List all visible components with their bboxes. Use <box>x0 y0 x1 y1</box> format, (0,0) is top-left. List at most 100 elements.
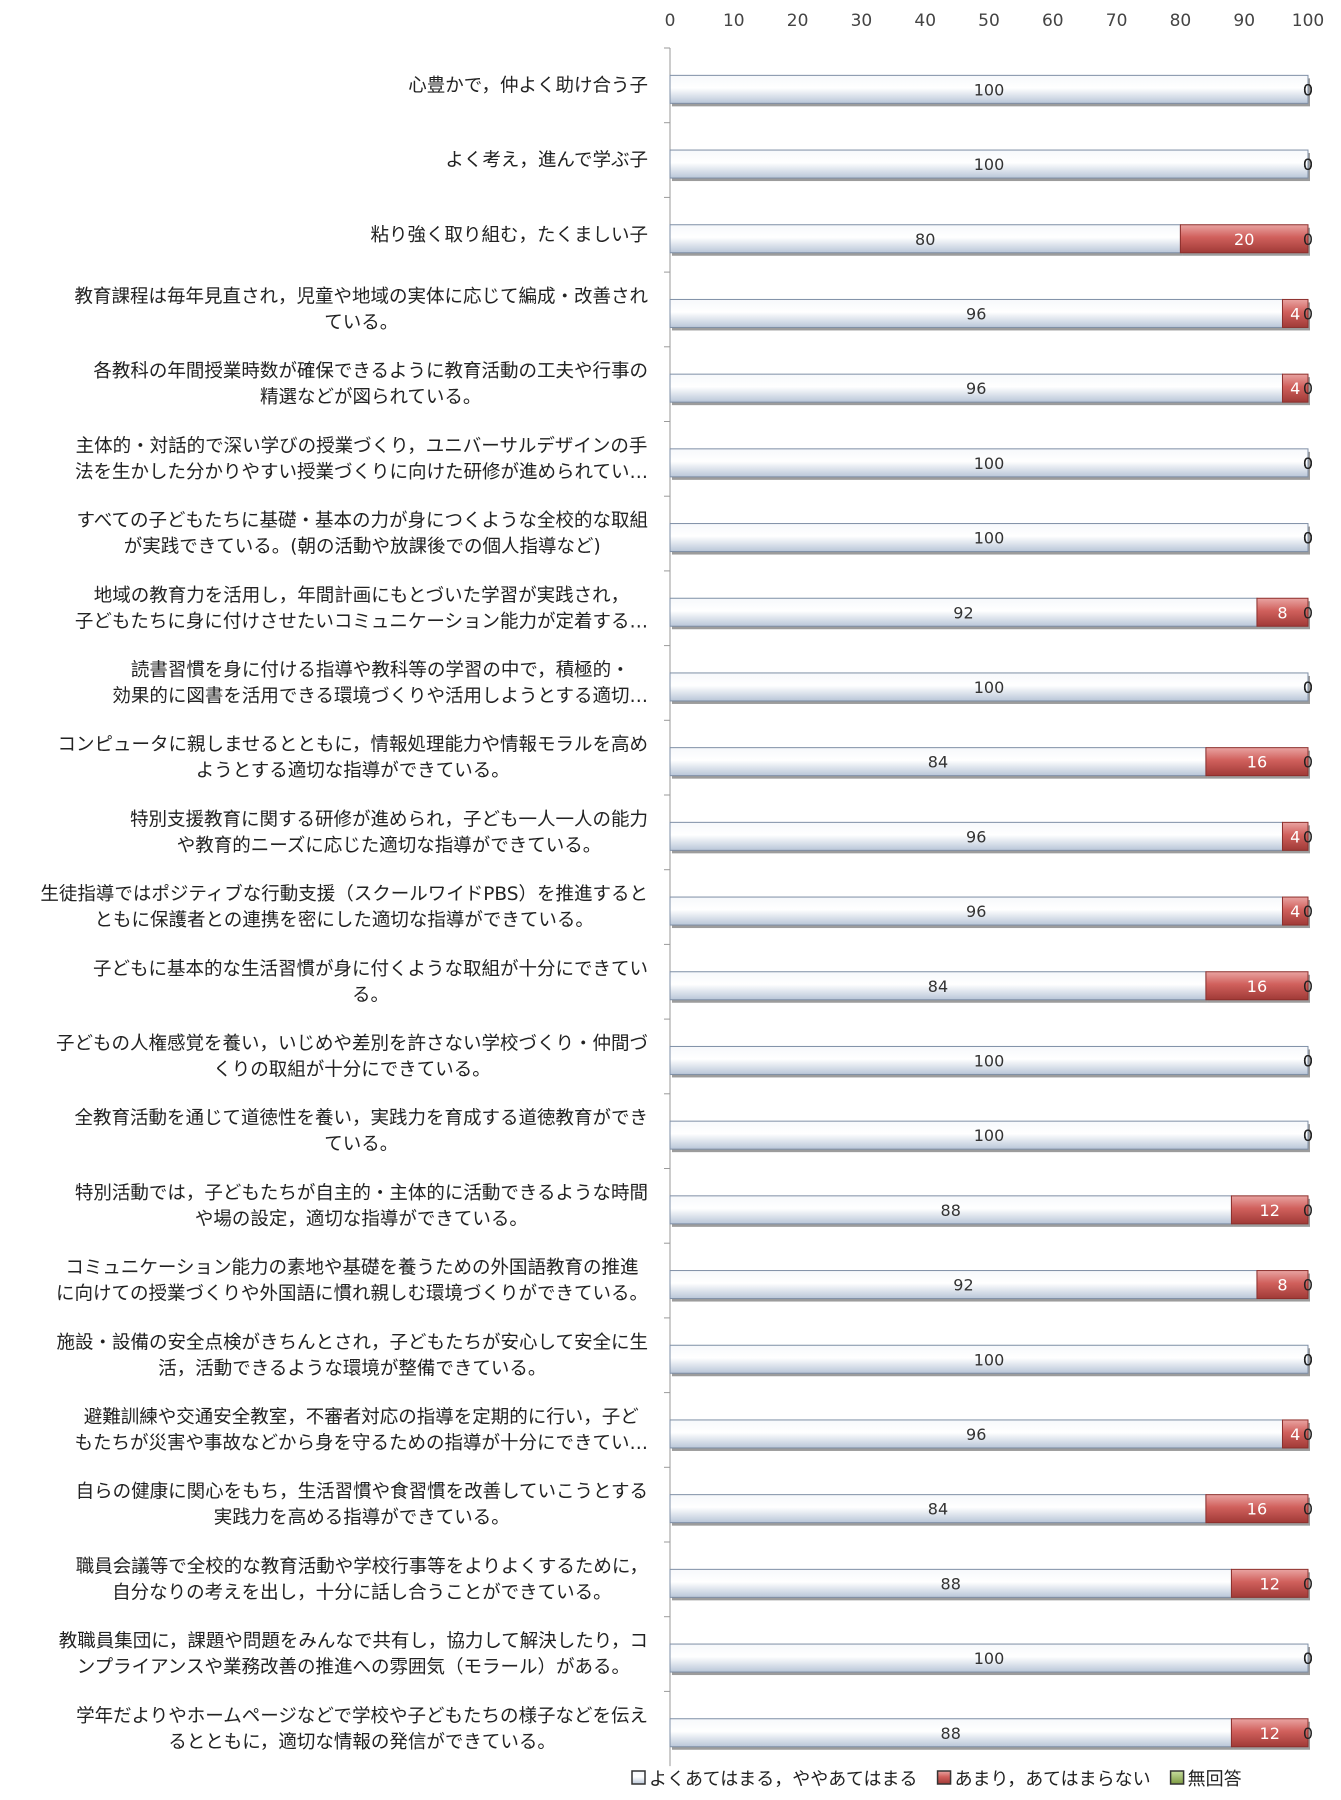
x-tick-label: 10 <box>723 11 745 31</box>
data-label-series-2: 0 <box>1303 80 1313 99</box>
category-label: 施設・設備の安全点検がきちんとされ，子どもたちが安心して安全に生活，活動できるよ… <box>57 1332 648 1379</box>
data-label-series-1: 0 <box>1303 1051 1313 1070</box>
category-label: 生徒指導ではポジティブな行動支援（スクールワイドPBS）を推進するとともに保護者… <box>40 883 648 931</box>
data-label-series-1: 4 <box>1290 827 1300 846</box>
data-label-series-2: 0 <box>1303 1724 1313 1743</box>
category-label: 粘り強く取り組む，たくましい子 <box>370 225 648 246</box>
bar-segment-series-0 <box>669 896 1283 926</box>
bar-segment-series-0 <box>669 74 1309 104</box>
data-label-series-0: 80 <box>915 230 935 249</box>
data-label-series-1: 0 <box>1303 80 1313 99</box>
x-tick-label: 30 <box>851 11 873 31</box>
bar-segment-series-1 <box>1281 821 1309 851</box>
data-label-series-0: 88 <box>941 1724 961 1743</box>
category-label: 主体的・対話的で深い学びの授業づくり，ユニバーサルデザインの手法を生かした分かり… <box>75 436 648 483</box>
bar-segment-series-0 <box>669 1045 1309 1075</box>
x-tick-label: 90 <box>1233 11 1255 31</box>
category-label: 学年だよりやホームページなどで学校や子どもたちの様子などを伝えるとともに，適切な… <box>76 1706 648 1753</box>
bar-segment-series-0 <box>669 224 1181 254</box>
data-label-series-1: 0 <box>1303 155 1313 174</box>
data-label-series-1: 16 <box>1247 753 1267 772</box>
category-label: よく考え，進んで学ぶ子 <box>445 150 648 171</box>
data-label-series-1: 0 <box>1303 1649 1313 1668</box>
data-label-series-0: 100 <box>974 1051 1005 1070</box>
data-label-series-2: 0 <box>1303 1500 1313 1519</box>
bar-segment-series-1 <box>1281 373 1309 403</box>
category-label: 自らの健康に関心をもち，生活習慣や食習慣を改善していこうとする実践力を高める指導… <box>76 1482 648 1529</box>
category-label: 全教育活動を通じて道徳性を養い，実践力を育成する道徳教育ができている。 <box>74 1108 648 1155</box>
data-label-series-1: 0 <box>1303 1350 1313 1369</box>
data-label-series-1: 0 <box>1303 678 1313 697</box>
bar-segment-series-0 <box>669 1718 1232 1748</box>
data-label-series-1: 12 <box>1260 1201 1280 1220</box>
bar-segment-series-0 <box>669 1270 1258 1300</box>
category-label: 子どもの人権感覚を養い，いじめや差別を許さない学校づくり・仲間づくりの取組が十分… <box>56 1033 648 1080</box>
data-label-series-2: 0 <box>1303 753 1313 772</box>
data-label-series-2: 0 <box>1303 1276 1313 1295</box>
data-label-series-2: 0 <box>1303 1574 1313 1593</box>
bar-segment-series-0 <box>669 1419 1283 1449</box>
bar-segment-series-1 <box>1179 224 1309 254</box>
legend-swatch <box>1169 1770 1185 1785</box>
data-label-series-2: 0 <box>1303 1126 1313 1145</box>
data-label-series-2: 0 <box>1303 1425 1313 1444</box>
bar-segment-series-1 <box>1205 1494 1309 1524</box>
data-label-series-2: 0 <box>1303 304 1313 323</box>
bar-segment-series-1 <box>1281 896 1309 926</box>
data-label-series-0: 100 <box>974 529 1005 548</box>
bar-segment-series-1 <box>1256 1270 1309 1300</box>
data-label-series-1: 16 <box>1247 977 1267 996</box>
data-label-series-2: 0 <box>1303 155 1313 174</box>
category-label: 心豊かで，仲よく助け合う子 <box>408 75 648 96</box>
data-label-series-0: 100 <box>974 1649 1005 1668</box>
data-label-series-1: 20 <box>1234 230 1254 249</box>
data-label-series-0: 100 <box>974 678 1005 697</box>
bar-segment-series-0 <box>669 448 1309 478</box>
data-label-series-0: 88 <box>941 1574 961 1593</box>
data-label-series-1: 0 <box>1303 529 1313 548</box>
data-label-series-1: 16 <box>1247 1500 1267 1519</box>
data-label-series-0: 100 <box>974 1126 1005 1145</box>
data-label-series-0: 96 <box>966 379 986 398</box>
category-label: 子どもに基本的な生活習慣が身に付くような取組が十分にできている。 <box>93 959 648 1006</box>
bar-segment-series-0 <box>669 971 1207 1001</box>
category-label: 地域の教育力を活用し，年間計画にもとづいた学習が実践され，子どもたちに身に付けさ… <box>75 585 648 632</box>
data-label-series-1: 0 <box>1303 1126 1313 1145</box>
bar-segment-series-1 <box>1230 1568 1309 1598</box>
data-label-series-2: 0 <box>1303 1201 1313 1220</box>
data-label-series-2: 0 <box>1303 977 1313 996</box>
bar-segment-series-0 <box>669 373 1283 403</box>
data-label-series-1: 4 <box>1290 1425 1300 1444</box>
x-tick-label: 0 <box>665 11 676 31</box>
data-label-series-1: 12 <box>1260 1724 1280 1743</box>
bar-segment-series-1 <box>1205 971 1309 1001</box>
data-label-series-0: 100 <box>974 454 1005 473</box>
x-tick-label: 80 <box>1170 11 1192 31</box>
bar-segment-series-0 <box>669 747 1207 777</box>
data-label-series-0: 96 <box>966 902 986 921</box>
data-label-series-0: 96 <box>966 1425 986 1444</box>
bar-segment-series-1 <box>1281 298 1309 328</box>
data-label-series-1: 4 <box>1290 379 1300 398</box>
category-label: 教職員集団に，課題や問題をみんなで共有し，協力して解決したり，コンプライアンスや… <box>59 1631 648 1678</box>
bar-segment-series-1 <box>1230 1718 1309 1748</box>
category-label: コンピュータに親しませるとともに，情報処理能力や情報モラルを高めようとする適切な… <box>57 735 648 782</box>
data-label-series-1: 12 <box>1260 1574 1280 1593</box>
category-label: 避難訓練や交通安全教室，不審者対応の指導を定期的に行い，子どもたちが災害や事故な… <box>74 1407 648 1454</box>
bar-segment-series-1 <box>1230 1195 1309 1225</box>
data-label-series-0: 84 <box>928 977 948 996</box>
bar-segment-series-1 <box>1281 1419 1309 1449</box>
bar-segment-series-1 <box>1205 747 1309 777</box>
legend-label: 無回答 <box>1188 1769 1242 1790</box>
legend-swatch <box>936 1770 952 1785</box>
bar-segment-series-0 <box>669 1494 1207 1524</box>
x-tick-label: 50 <box>978 11 1000 31</box>
data-label-series-2: 0 <box>1303 529 1313 548</box>
bar-segment-series-0 <box>669 1120 1309 1150</box>
category-label: 読書習慣を身に付ける指導や教科等の学習の中で，積極的・効果的に図書を活用できる環… <box>112 660 648 707</box>
data-label-series-2: 0 <box>1303 678 1313 697</box>
bar-segment-series-0 <box>669 1643 1309 1673</box>
data-label-series-1: 8 <box>1277 1276 1287 1295</box>
bar-segment-series-0 <box>669 597 1258 627</box>
